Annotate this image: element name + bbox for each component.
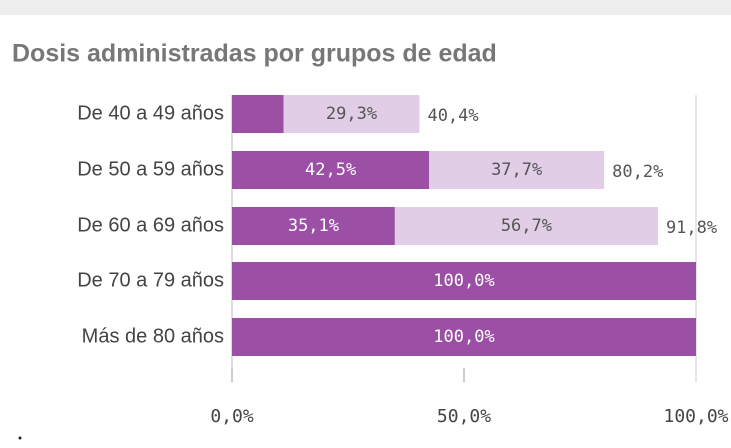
y-tick-label: De 60 a 69 años xyxy=(77,214,224,236)
data-label: 29,3% xyxy=(326,104,377,124)
x-tick-label: 0,0% xyxy=(210,406,254,427)
y-tick-label: De 40 a 49 años xyxy=(77,102,224,124)
y-tick-label: Más de 80 años xyxy=(82,325,224,347)
bar-segment xyxy=(232,207,395,245)
bar-segment xyxy=(283,95,420,133)
bar-segment xyxy=(232,151,430,189)
total-label: 91,8% xyxy=(666,218,717,238)
bar-segment xyxy=(429,151,605,189)
data-label: 56,7% xyxy=(501,216,552,236)
data-label: 42,5% xyxy=(305,160,356,180)
bar-segment xyxy=(232,95,284,133)
total-label: 80,2% xyxy=(612,162,663,182)
chart-title: Dosis administradas por grupos de edad xyxy=(12,40,497,68)
y-tick-label: De 50 a 59 años xyxy=(77,158,224,180)
y-tick-label: De 70 a 79 años xyxy=(77,269,224,291)
top-strip xyxy=(0,0,731,15)
data-label: 100,0% xyxy=(433,271,494,291)
total-label: 40,4% xyxy=(427,106,478,126)
x-tick-label: 100,0% xyxy=(663,406,728,427)
data-label: 37,7% xyxy=(491,160,542,180)
bar-segment xyxy=(232,262,696,300)
x-tick-label: 50,0% xyxy=(437,406,491,427)
dot xyxy=(18,436,22,440)
data-label: 35,1% xyxy=(288,216,339,236)
bar-segment xyxy=(394,207,658,245)
bar-segment xyxy=(232,318,696,356)
data-label: 100,0% xyxy=(433,327,494,347)
